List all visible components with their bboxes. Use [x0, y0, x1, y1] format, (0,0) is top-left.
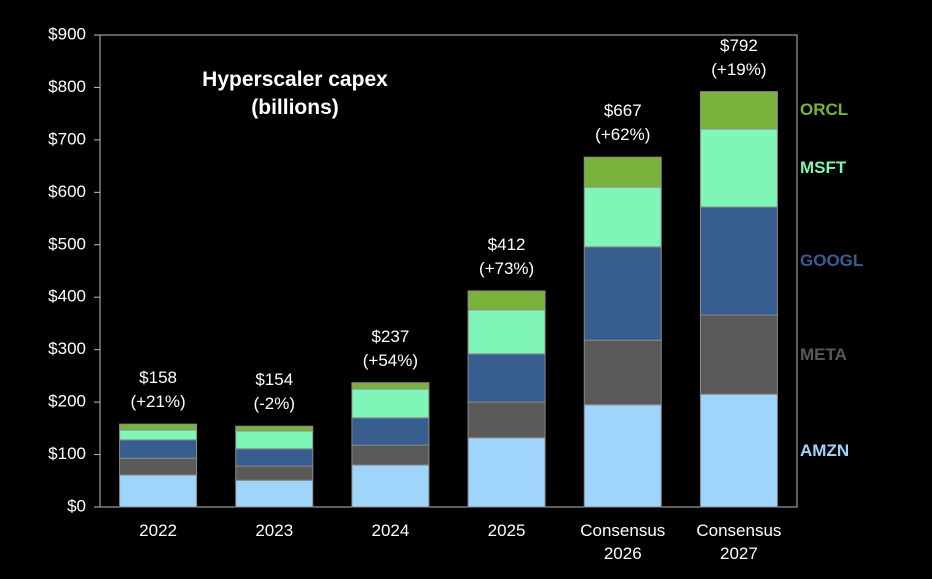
bar-segment — [583, 156, 662, 188]
bar-segment — [119, 423, 198, 431]
bar-segment — [583, 404, 662, 508]
x-tick-label: 2024 — [371, 521, 410, 540]
bar-segment — [583, 339, 662, 406]
plot-frame — [99, 34, 798, 508]
bar-segment — [119, 457, 198, 476]
y-tick-label: $600 — [48, 182, 86, 201]
total-label: $158 — [139, 368, 177, 388]
total-label: $667 — [603, 101, 642, 121]
bar-segment — [467, 309, 546, 355]
y-tick-label: $100 — [48, 444, 86, 463]
total-label: $412 — [487, 234, 526, 254]
bar-segment — [583, 186, 662, 248]
x-tick-label: 2025 — [487, 521, 526, 540]
bar-segment — [351, 444, 430, 466]
bar-segment — [235, 430, 314, 450]
total-label: $154 — [255, 370, 294, 390]
y-tick-label: $300 — [48, 339, 86, 358]
bar-segment — [699, 91, 778, 130]
legend-label: AMZN — [800, 440, 850, 460]
bar-segment — [699, 393, 778, 508]
bar-segment — [351, 388, 430, 419]
legend-label: MSFT — [800, 157, 847, 177]
bar-segment — [351, 417, 430, 446]
bar-segment — [699, 128, 778, 208]
x-tick-label: Consensus 2027 — [696, 521, 782, 563]
bar-segment — [235, 448, 314, 467]
y-tick-label: $500 — [48, 234, 86, 253]
y-tick-label: $900 — [48, 24, 86, 43]
bar-segment — [467, 401, 546, 439]
bar-segment — [351, 382, 430, 390]
total-label: $237 — [371, 326, 410, 346]
bar-segment — [351, 464, 430, 508]
growth-label: (+19%) — [711, 59, 767, 79]
legend-label: GOOGL — [800, 251, 864, 271]
chart-subtitle: (billions) — [251, 96, 339, 119]
y-tick-label: $200 — [48, 392, 86, 411]
x-tick-label: 2022 — [139, 521, 177, 540]
bar-segment — [119, 429, 198, 441]
bar-segment — [119, 474, 198, 508]
bar-segment — [467, 437, 546, 508]
chart-title: Hyperscaler capex — [202, 68, 388, 91]
growth-label: (+62%) — [595, 125, 651, 145]
total-label: $792 — [719, 35, 758, 55]
bar-segment — [583, 246, 662, 341]
x-tick-label: 2023 — [255, 521, 294, 540]
y-tick-label: $800 — [48, 77, 86, 96]
bar-segment — [235, 425, 314, 432]
bar-segment — [467, 290, 546, 311]
legend-label: ORCL — [800, 100, 849, 120]
bar-segment — [119, 439, 198, 459]
legend-label: META — [800, 344, 847, 364]
bar-segment — [235, 465, 314, 481]
bar-segment — [699, 314, 778, 395]
growth-label: (+54%) — [362, 350, 419, 370]
bar-segment — [235, 479, 314, 508]
y-tick-label: $0 — [67, 496, 86, 515]
y-tick-label: $700 — [48, 129, 86, 148]
growth-label: (+73%) — [478, 258, 535, 278]
growth-label: (+21%) — [130, 392, 186, 412]
y-tick-label: $400 — [48, 287, 86, 306]
x-tick-label: Consensus 2026 — [580, 521, 666, 563]
bar-segment — [467, 353, 546, 403]
growth-label: (-2%) — [253, 394, 296, 414]
bar-segment — [699, 206, 778, 316]
